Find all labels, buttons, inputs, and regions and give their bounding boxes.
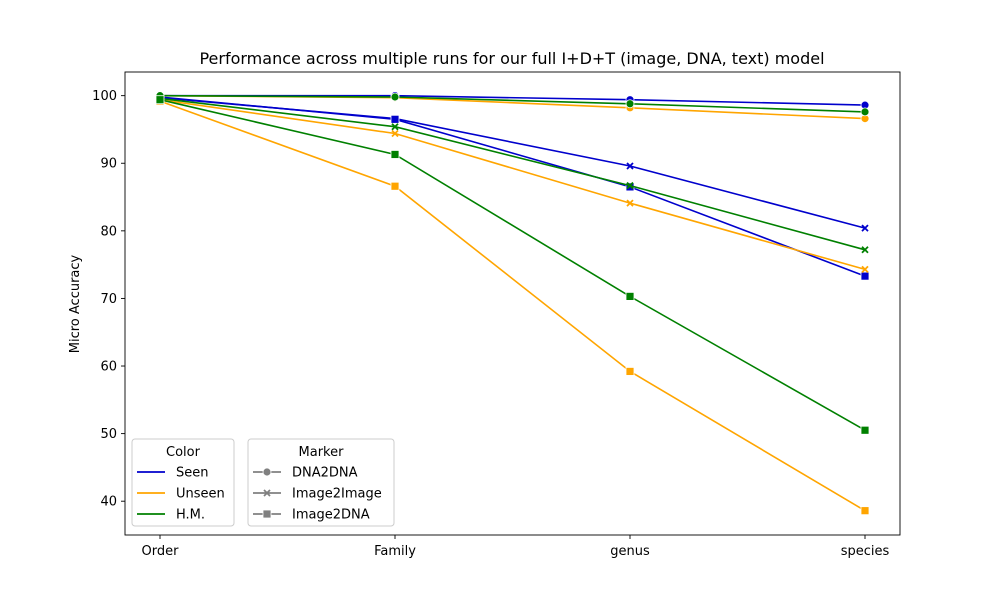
data-point-seen-image2dna-species xyxy=(860,271,870,281)
y-tick-label: 50 xyxy=(100,427,117,442)
x-tick-label: Order xyxy=(142,544,180,559)
legend-label: Image2DNA xyxy=(292,508,370,523)
marker-legend-title: Marker xyxy=(299,445,345,460)
data-point-seen-image2image-species xyxy=(861,224,869,232)
marker-stroke xyxy=(626,199,634,207)
series-layer xyxy=(155,91,870,516)
marker-legend-entry-image2dna: Image2DNA xyxy=(253,508,370,523)
axes: 40 50 60 70 80 90 100 Order Family genus species xyxy=(92,71,901,559)
x-tick-label: species xyxy=(841,544,890,559)
data-point-seen-image2image-genus xyxy=(626,162,634,170)
color-legend-title: Color xyxy=(166,445,201,460)
data-point-h-m-dna2dna-species xyxy=(860,107,870,117)
x-tick-label: Family xyxy=(374,544,416,559)
data-point-unseen-image2dna-species xyxy=(860,506,870,516)
series-line-h-m-dna2dna xyxy=(159,94,866,113)
chart-title: Performance across multiple runs for our… xyxy=(199,49,824,68)
color-legend: Color Seen Unseen H.M. xyxy=(131,438,235,527)
series-line-h-m-image2image xyxy=(159,97,866,251)
legend-label: Image2Image xyxy=(292,487,382,502)
series-line-unseen-image2dna xyxy=(159,100,866,512)
legend: Color Seen Unseen H.M. Marker DNA2DNA Image2Im… xyxy=(131,438,395,527)
series-line-unseen-image2image xyxy=(159,98,866,271)
y-tick-label: 90 xyxy=(100,157,117,172)
data-point-h-m-image2image-species xyxy=(861,246,869,254)
marker-legend-box xyxy=(247,438,395,527)
plot-frame xyxy=(124,71,901,536)
color-legend-box xyxy=(131,438,235,527)
legend-marker xyxy=(262,509,272,519)
marker-legend-entry-image2image: Image2Image xyxy=(253,487,382,502)
y-tick-label: 70 xyxy=(100,292,117,307)
legend-marker xyxy=(262,467,272,477)
marker-legend-entry-dna2dna: DNA2DNA xyxy=(253,466,358,481)
marker-stroke xyxy=(861,246,869,254)
data-point-unseen-image2dna-family xyxy=(390,181,400,191)
y-tick-label: 40 xyxy=(100,495,117,510)
data-point-h-m-dna2dna-genus xyxy=(625,99,635,109)
data-point-unseen-image2image-genus xyxy=(626,199,634,207)
marker-stroke xyxy=(626,181,634,190)
data-point-h-m-image2dna-order xyxy=(155,95,165,105)
data-point-h-m-image2dna-genus xyxy=(625,292,635,301)
y-axis-label: Micro Accuracy xyxy=(68,254,83,353)
marker-stroke xyxy=(861,265,869,274)
legend-label: DNA2DNA xyxy=(292,466,358,481)
data-point-h-m-image2image-family xyxy=(391,123,399,131)
series-line-h-m-image2dna xyxy=(159,98,866,431)
data-point-h-m-dna2dna-family xyxy=(390,92,400,102)
data-point-h-m-image2dna-species xyxy=(860,425,870,435)
marker-stroke xyxy=(626,162,634,170)
marker-legend: Marker DNA2DNA Image2Image Image2DNA xyxy=(247,438,395,527)
legend-label: H.M. xyxy=(176,508,205,523)
legend-label: Unseen xyxy=(176,487,225,502)
data-point-seen-image2dna-family xyxy=(390,114,400,124)
data-point-h-m-image2image-genus xyxy=(626,181,634,190)
y-tick-label: 80 xyxy=(100,224,117,239)
data-point-unseen-image2dna-genus xyxy=(625,367,635,376)
legend-marker xyxy=(263,489,271,497)
color-legend-entry-seen: Seen xyxy=(137,466,209,481)
y-tick-label: 100 xyxy=(92,89,117,104)
data-point-unseen-image2image-family xyxy=(391,129,399,138)
series-line-seen-image2dna xyxy=(159,96,866,277)
data-point-unseen-image2image-species xyxy=(861,265,869,274)
marker-stroke xyxy=(391,123,399,131)
marker-stroke xyxy=(391,129,399,138)
marker-stroke xyxy=(861,224,869,232)
marker-stroke xyxy=(263,489,271,497)
legend-label: Seen xyxy=(176,466,209,481)
color-legend-entry-unseen: Unseen xyxy=(137,487,225,502)
color-legend-entry-h-m: H.M. xyxy=(137,508,205,523)
y-tick-label: 60 xyxy=(100,360,117,375)
series-h-m-image2dna xyxy=(155,95,870,435)
data-point-h-m-image2dna-family xyxy=(390,150,400,159)
x-tick-label: genus xyxy=(610,544,650,559)
